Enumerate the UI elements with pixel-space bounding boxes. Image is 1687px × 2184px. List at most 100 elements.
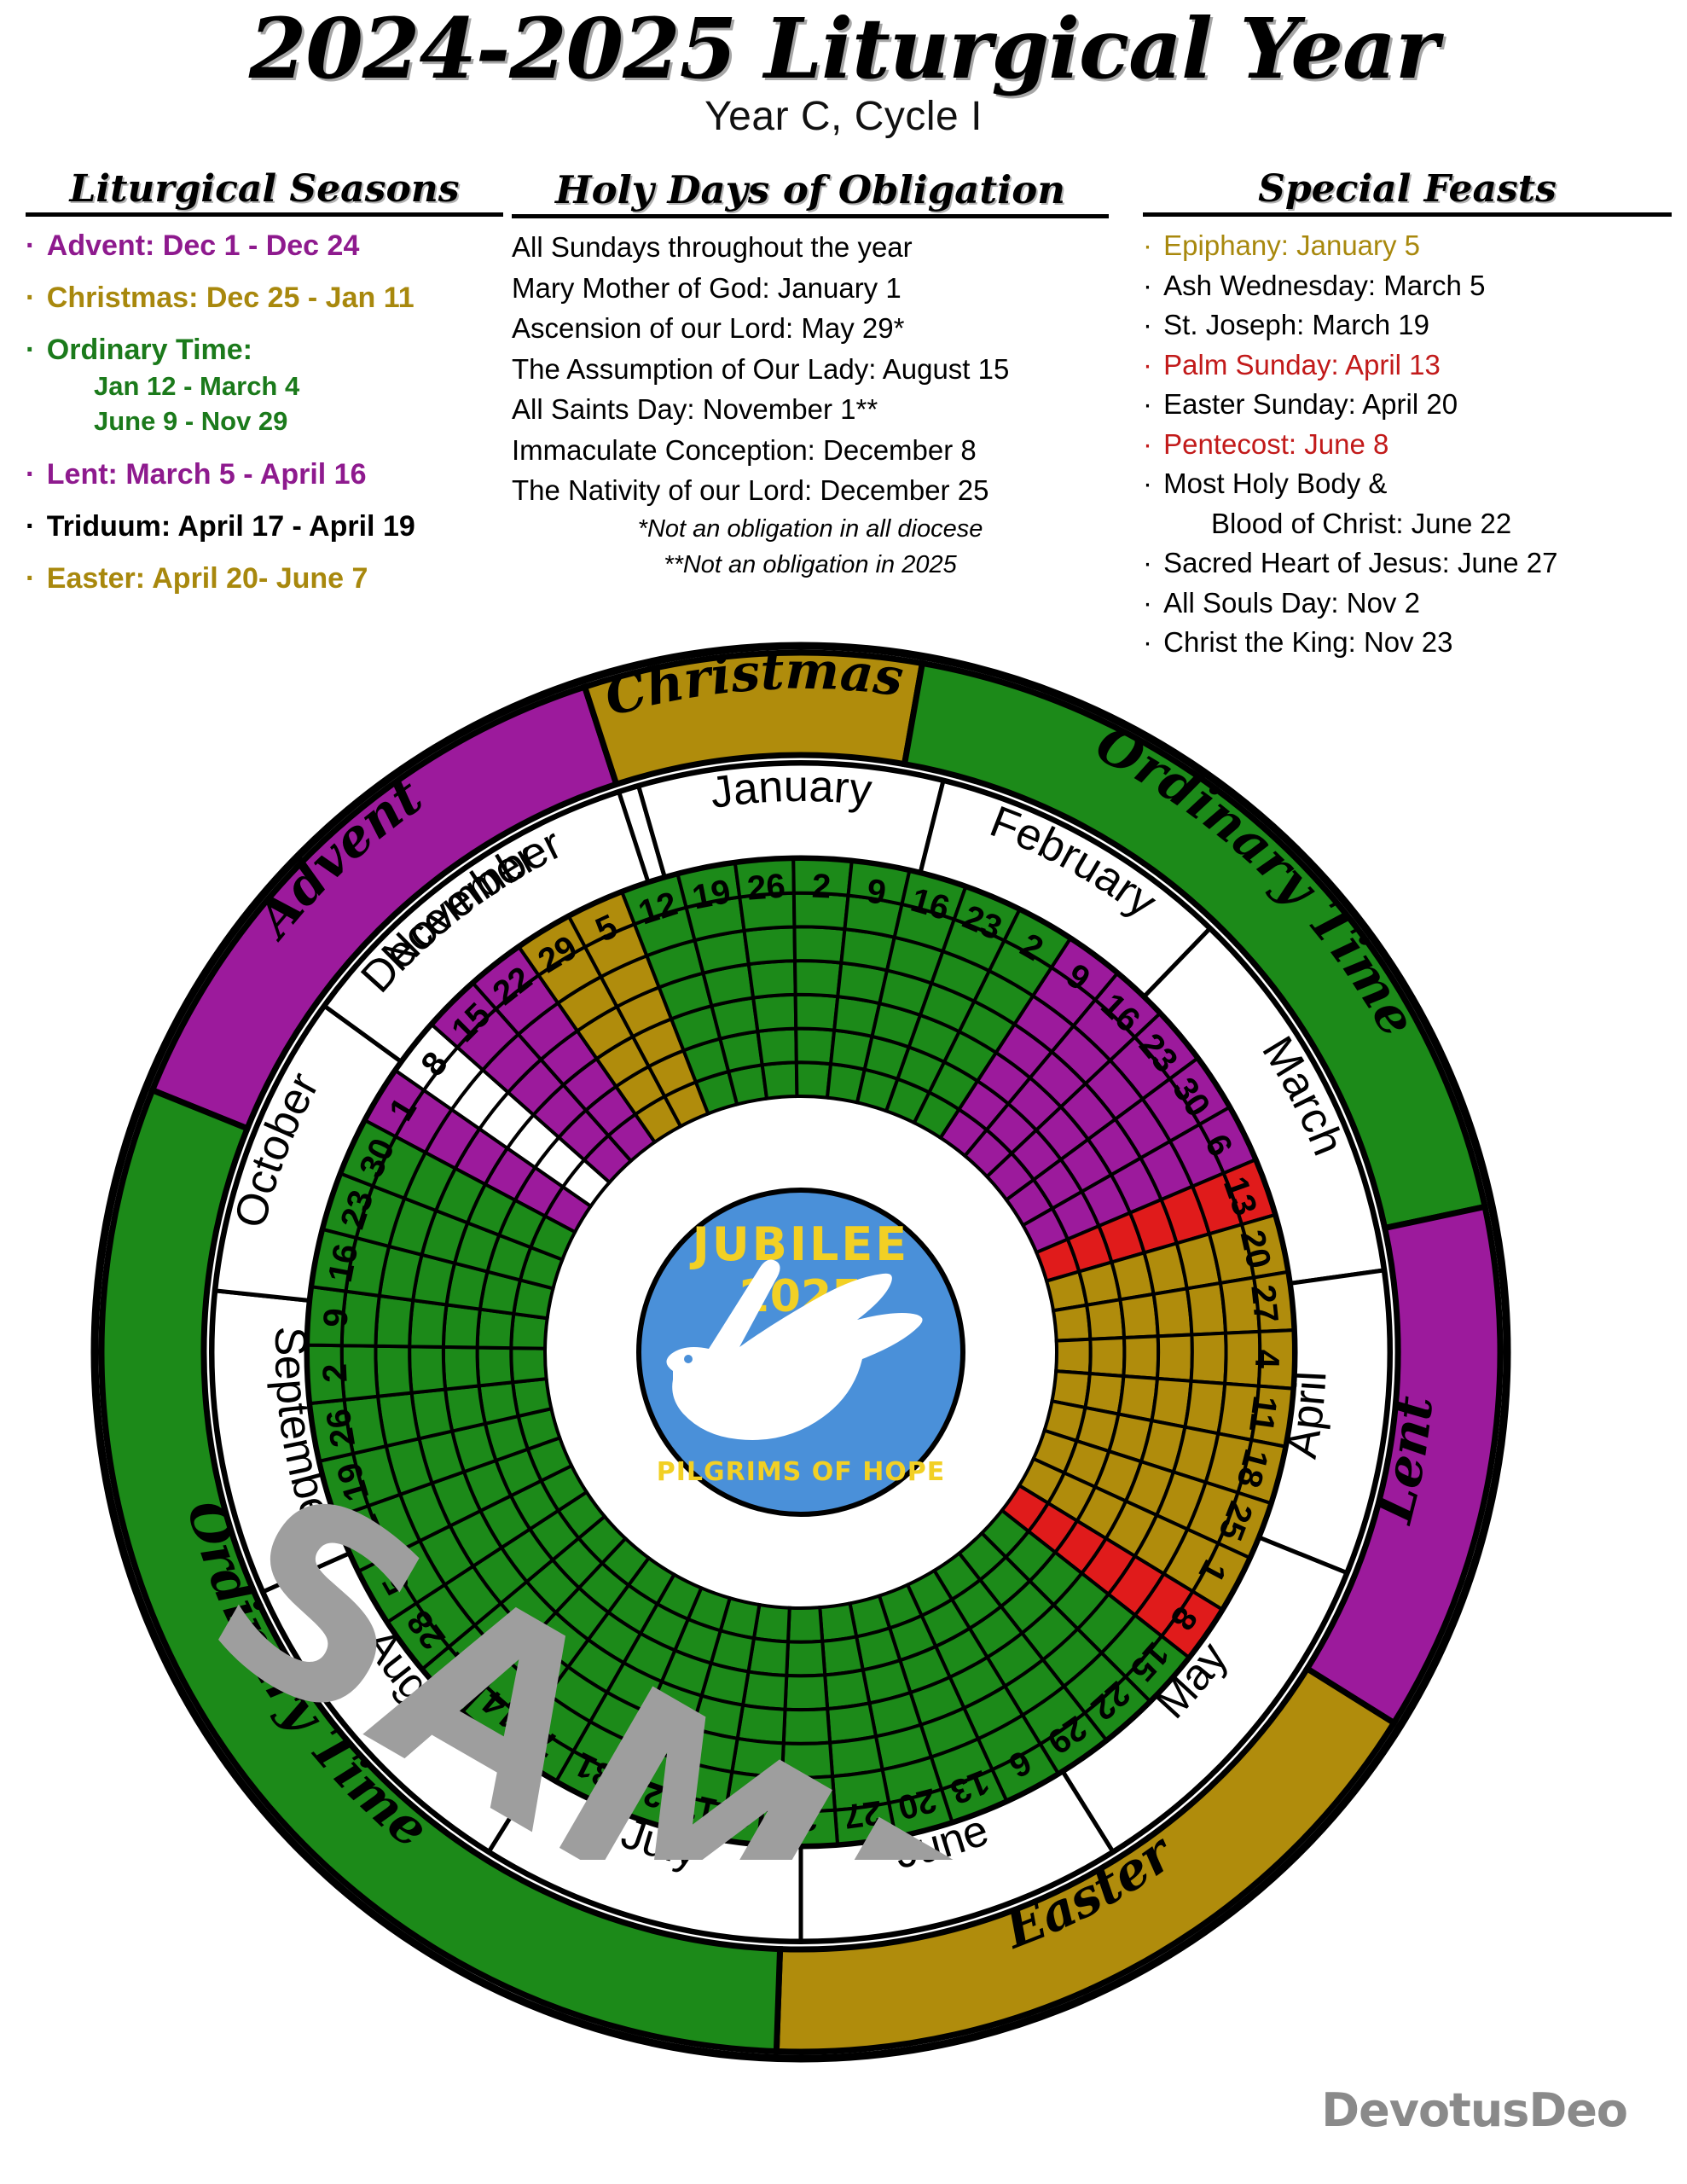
special-feasts-list: · Epiphany: January 5 · Ash Wednesday: Ma…	[1143, 227, 1672, 661]
week-day-cell	[751, 992, 798, 1034]
list-item: · Sacred Heart of Jesus: June 27	[1143, 544, 1672, 582]
list-item: Blood of Christ: June 22	[1143, 505, 1672, 543]
bullet-marker: ·	[26, 333, 47, 366]
week-day-cell	[408, 1298, 449, 1349]
week-day-cell	[441, 1303, 483, 1350]
week-day-cell	[1122, 1334, 1161, 1381]
week-date-label: 4	[1248, 1349, 1285, 1369]
week-day-cell	[339, 1118, 398, 1188]
list-item: · Epiphany: January 5	[1143, 227, 1672, 264]
week-date-label: 20	[1233, 1227, 1278, 1272]
dove-eye	[684, 1355, 693, 1363]
week-day-cell	[780, 1740, 835, 1780]
bullet-marker: ·	[1143, 547, 1164, 579]
list-item-label: Ash Wednesday: March 5	[1163, 269, 1486, 301]
week-date-label: 9	[316, 1307, 356, 1328]
list-item: · Advent: Dec 1 - Dec 24	[26, 227, 503, 265]
list-item: Mary Mother of God: January 1	[512, 271, 901, 304]
week-day-cell	[781, 1706, 832, 1745]
week-day-cell	[794, 1060, 833, 1100]
list-item: · Easter Sunday: April 20	[1143, 386, 1672, 423]
week-date-label: 27	[1244, 1283, 1284, 1325]
holy-days-heading: Holy Days of Obligation	[512, 167, 1109, 218]
holy-days-footnotes: *Not an obligation in all diocese **Not a…	[512, 513, 1109, 582]
list-item-label: Sacred Heart of Jesus: June 27	[1163, 547, 1558, 579]
week-date-label: 2	[316, 1362, 355, 1383]
week-day-cell	[374, 1293, 415, 1349]
week-date-label: 10	[732, 1795, 774, 1836]
week-day-cell	[820, 1635, 866, 1677]
bullet-marker: ·	[1143, 309, 1164, 341]
list-item: · Christmas: Dec 25 - Jan 11	[26, 279, 503, 317]
week-date-label: 18	[1229, 1445, 1275, 1491]
list-item-label: Epiphany: January 5	[1163, 229, 1421, 261]
week-day-cell	[783, 1673, 830, 1712]
list-item: Jan 12 - March 4	[26, 369, 503, 404]
week-day-cell	[1155, 1333, 1194, 1383]
week-day-cell	[475, 1307, 516, 1350]
page-subtitle: Year C, Cycle I	[704, 93, 983, 139]
week-day-cell	[729, 1736, 786, 1780]
week-day-cell	[792, 925, 847, 965]
list-item-label: June 9 - Nov 29	[94, 405, 288, 436]
week-date-label: 2	[811, 868, 832, 906]
week-day-cell	[509, 1346, 548, 1385]
week-day-cell	[793, 992, 840, 1032]
week-day-cell	[1189, 1331, 1228, 1385]
bullet-marker: ·	[1143, 229, 1164, 261]
liturgical-seasons-list: · Advent: Dec 1 - Dec 24 · Christmas: Dec…	[26, 227, 503, 598]
bullet-marker: ·	[26, 562, 47, 595]
list-item: · Pentecost: June 8	[1143, 426, 1672, 463]
bullet-marker: ·	[1143, 348, 1164, 380]
bullet-marker: ·	[26, 281, 47, 314]
list-item-label: Advent: Dec 1 - Dec 24	[46, 229, 360, 262]
list-item: · Palm Sunday: April 13	[1143, 346, 1672, 384]
list-item-label: St. Joseph: March 19	[1163, 309, 1429, 341]
week-day-cell	[746, 959, 797, 1000]
page-header: 2024-2025 Liturgical Year Year C, Cycle …	[0, 0, 1687, 140]
dove-icon	[666, 1259, 923, 1440]
footnote: **Not an obligation in 2025	[664, 551, 957, 579]
page-title: 2024-2025 Liturgical Year	[248, 0, 1439, 97]
week-date-label: 26	[320, 1406, 363, 1449]
info-columns: Liturgical Seasons · Advent: Dec 1 - Dec…	[0, 167, 1687, 658]
bullet-marker: ·	[1143, 269, 1164, 301]
week-day-cell	[818, 1601, 859, 1643]
jubilee-title: JUBILEE	[689, 1217, 909, 1271]
week-day-cell	[760, 1060, 799, 1101]
week-day-cell	[735, 1703, 787, 1745]
list-item-label: Easter Sunday: April 20	[1163, 388, 1458, 421]
list-item-label: Triduum: April 17 - April 19	[46, 510, 415, 543]
season-band-ordinary-time	[98, 1086, 784, 2055]
week-day-cell	[793, 959, 844, 999]
week-day-cell	[1054, 1337, 1093, 1376]
bullet-marker: ·	[1143, 626, 1164, 659]
list-item-label: Christ the King: Nov 23	[1163, 626, 1453, 659]
liturgical-seasons-heading: Liturgical Seasons	[26, 167, 503, 217]
week-day-cell	[1151, 1287, 1194, 1339]
list-item: The Assumption of Our Lady: August 15	[512, 352, 1010, 385]
week-day-cell	[756, 1026, 798, 1067]
week-day-cell	[408, 1345, 448, 1395]
week-date-label: 16	[322, 1241, 366, 1286]
list-item: Ascension of our Lord: May 29*	[512, 312, 905, 345]
bullet-marker: ·	[1143, 586, 1164, 619]
week-date-label: 20	[894, 1780, 940, 1827]
list-item: June 9 - Nov 29	[26, 404, 503, 439]
week-date-label: 17	[675, 1785, 721, 1830]
list-item: · Triduum: April 17 - April 19	[26, 508, 503, 546]
pilgrims-of-hope-label: PILGRIMS OF HOPE	[657, 1457, 946, 1487]
list-item: The Nativity of our Lord: December 25	[512, 474, 989, 507]
list-item-label: All Souls Day: Nov 2	[1163, 586, 1420, 619]
footnote: *Not an obligation in all diocese	[637, 514, 983, 543]
list-item: Immaculate Conception: December 8	[512, 433, 977, 466]
list-item-label: Palm Sunday: April 13	[1163, 348, 1441, 380]
list-item-label: Most Holy Body &	[1163, 468, 1388, 500]
list-item: All Sundays throughout the year	[512, 231, 913, 263]
liturgical-seasons-panel: Liturgical Seasons · Advent: Dec 1 - Dec…	[26, 167, 503, 612]
list-item: · Ordinary Time:	[26, 331, 503, 369]
holy-days-list: All Sundays throughout the year Mary Moth…	[512, 229, 1109, 509]
list-item: · Lent: March 5 - April 16	[26, 456, 503, 494]
bullet-marker: ·	[26, 458, 47, 491]
bullet-marker: ·	[1143, 427, 1164, 460]
